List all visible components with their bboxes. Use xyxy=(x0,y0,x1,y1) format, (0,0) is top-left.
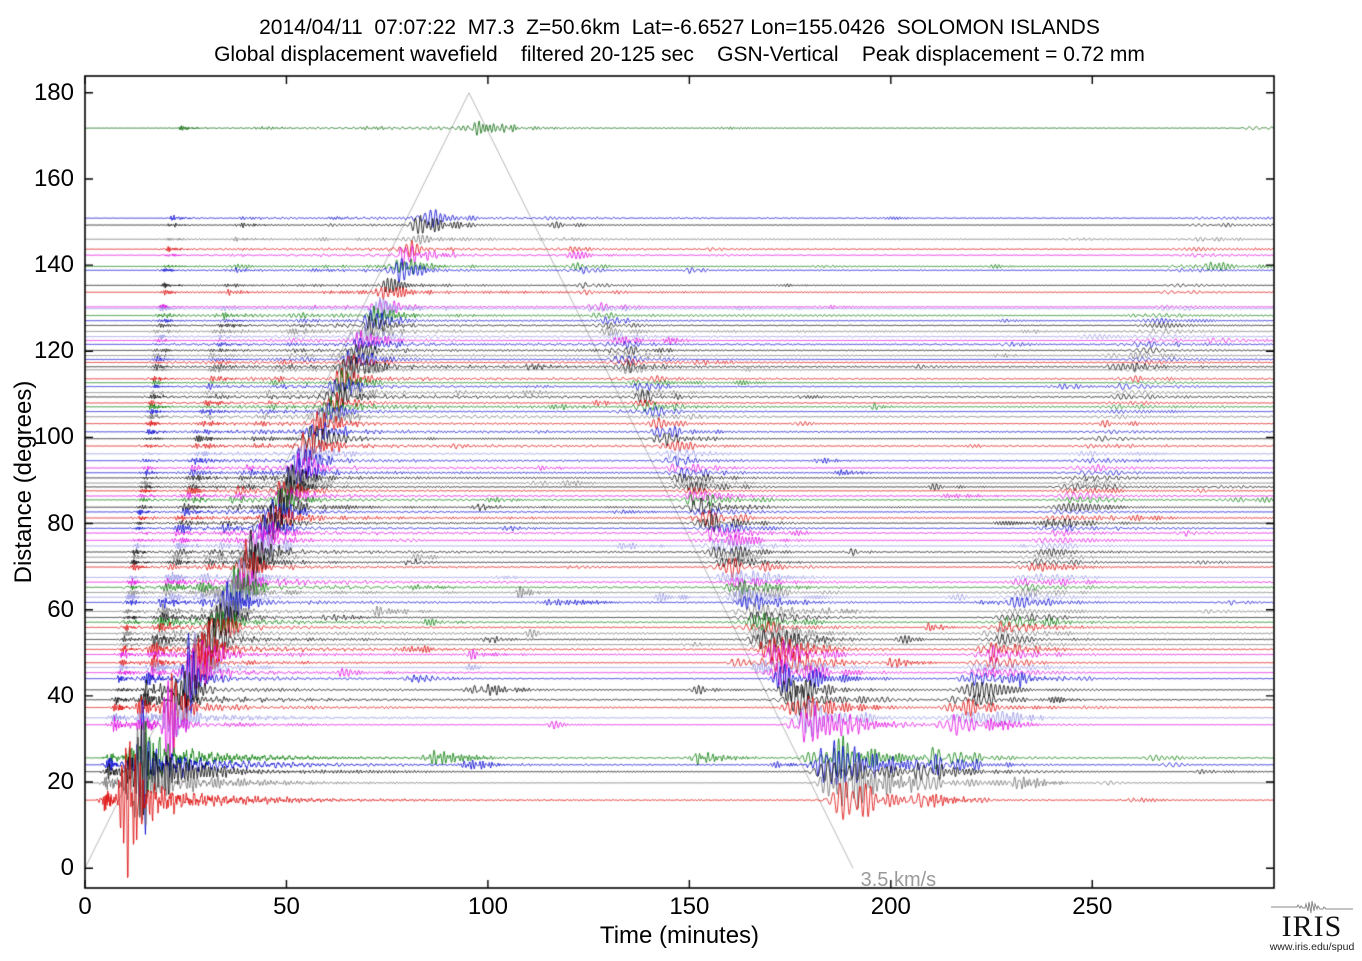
x-tick-label: 100 xyxy=(467,893,508,920)
y-tick-label: 120 xyxy=(33,337,74,365)
x-tick-label: 200 xyxy=(870,893,911,920)
y-tick-label: 80 xyxy=(47,509,74,537)
y-tick-label: 100 xyxy=(33,423,74,451)
x-tick-label: 0 xyxy=(78,893,92,920)
x-axis-label: Time (minutes) xyxy=(599,922,760,949)
y-tick-label: 20 xyxy=(47,768,74,796)
iris-logo-text: IRIS xyxy=(1281,910,1343,943)
x-tick-label: 50 xyxy=(273,893,300,920)
y-axis-label: Distance (degrees) xyxy=(10,380,37,584)
y-tick-label: 60 xyxy=(47,595,74,623)
moveout-velocity-label: 3.5 km/s xyxy=(860,869,937,892)
page-title-line1: 2014/04/11 07:07:22 M7.3 Z=50.6km Lat=-6… xyxy=(259,16,1100,39)
page-title-line2: Global displacement wavefield filtered 2… xyxy=(214,43,1145,66)
iris-logo-squiggle-icon xyxy=(1271,900,1353,914)
y-tick-label: 0 xyxy=(60,854,74,882)
x-tick-label: 150 xyxy=(669,893,710,920)
y-tick-label: 160 xyxy=(33,164,74,192)
x-tick-label: 250 xyxy=(1072,893,1113,920)
y-tick-label: 40 xyxy=(47,681,74,709)
y-tick-label: 180 xyxy=(33,78,74,106)
iris-logo: IRIS www.iris.edu/spud xyxy=(1266,899,1358,953)
y-tick-label: 140 xyxy=(33,251,74,279)
iris-logo-url: www.iris.edu/spud xyxy=(1269,941,1355,953)
